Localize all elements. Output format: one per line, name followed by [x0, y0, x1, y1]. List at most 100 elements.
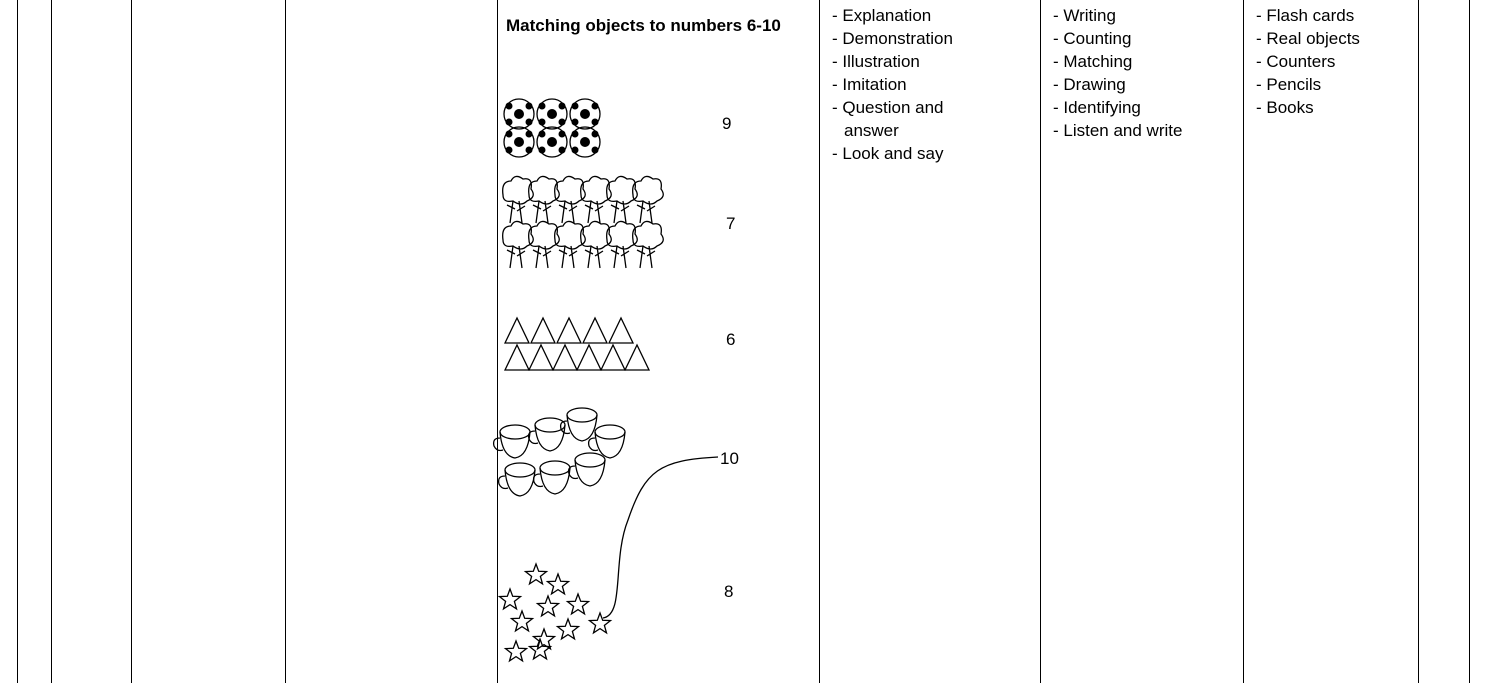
list-item: - Illustration	[832, 52, 920, 71]
football-patch	[591, 102, 599, 110]
football-patch	[580, 109, 590, 119]
star	[509, 609, 535, 633]
tree	[502, 220, 534, 269]
list-item: - Counters	[1256, 52, 1336, 71]
column-border	[285, 0, 286, 683]
football-patch	[571, 118, 579, 126]
list-item: - Look and say	[832, 144, 944, 163]
football-patch	[505, 102, 513, 110]
cup-body	[587, 431, 626, 459]
triangle	[599, 343, 627, 371]
list-item: - Writing	[1053, 6, 1116, 25]
football-patch	[558, 118, 566, 126]
football	[569, 126, 601, 158]
column-border	[131, 0, 132, 683]
triangle	[551, 343, 579, 371]
tree	[528, 220, 560, 269]
triangle	[555, 316, 583, 344]
list-item: - Flash cards	[1256, 6, 1355, 25]
star	[497, 587, 523, 611]
football	[536, 98, 568, 130]
football-patch	[525, 102, 533, 110]
football-patch	[538, 130, 546, 138]
football	[503, 126, 535, 158]
column-border	[1040, 0, 1041, 683]
tree	[632, 175, 664, 224]
column-border	[819, 0, 820, 683]
star	[545, 572, 571, 596]
football-patch	[571, 130, 579, 138]
list-item: - Matching	[1053, 52, 1133, 71]
cup-rim	[504, 462, 536, 478]
column-border	[17, 0, 18, 683]
list-item: - Pencils	[1256, 75, 1322, 94]
football	[569, 98, 601, 130]
cup-rim	[539, 460, 571, 476]
tree	[606, 220, 638, 269]
list-item: - Explanation	[832, 6, 932, 25]
cup-body	[527, 424, 566, 452]
triangle	[581, 316, 609, 344]
number-label: 6	[726, 330, 736, 349]
tree	[632, 220, 664, 269]
cup-body	[559, 414, 598, 442]
football-patch	[591, 146, 599, 154]
football-patch	[571, 146, 579, 154]
cup-rim	[566, 407, 598, 423]
football-patch	[558, 130, 566, 138]
cup-rim	[499, 424, 531, 440]
football-patch	[525, 118, 533, 126]
star	[531, 627, 557, 651]
list-item: - Listen and write	[1053, 121, 1183, 140]
tree	[606, 175, 638, 224]
football-patch	[591, 118, 599, 126]
football-patch	[571, 102, 579, 110]
triangle	[575, 343, 603, 371]
triangle	[503, 316, 531, 344]
football	[536, 126, 568, 158]
list-item: - Demonstration	[832, 29, 953, 48]
cup-body	[567, 459, 606, 487]
cup-body	[532, 467, 571, 495]
football-patch	[505, 130, 513, 138]
triangle	[607, 316, 635, 344]
triangle	[527, 343, 555, 371]
list-item: - Imitation	[832, 75, 907, 94]
cup-body	[492, 431, 531, 459]
list-item: - Question and answer	[832, 98, 944, 140]
star	[523, 562, 549, 586]
star	[587, 611, 613, 635]
football-patch	[538, 102, 546, 110]
football-patch	[591, 130, 599, 138]
football-patch	[580, 137, 590, 147]
football-patch	[558, 102, 566, 110]
football-patch	[514, 137, 524, 147]
triangle	[503, 343, 531, 371]
cup-rim	[574, 452, 606, 468]
number-label: 8	[724, 582, 734, 601]
cup-rim	[594, 424, 626, 440]
football-patch	[505, 146, 513, 154]
column-border	[51, 0, 52, 683]
number-label: 9	[722, 114, 732, 133]
resources-list: - Flash cards - Real objects - Counters - P…	[1256, 4, 1416, 119]
star	[555, 617, 581, 641]
list-item: - Books	[1256, 98, 1314, 117]
football-patch	[505, 118, 513, 126]
football	[503, 98, 535, 130]
football-patch	[525, 130, 533, 138]
star	[527, 637, 553, 661]
column-border	[497, 0, 498, 683]
football-patch	[547, 109, 557, 119]
tree	[502, 175, 534, 224]
tree	[528, 175, 560, 224]
match-line	[602, 456, 719, 619]
column-border	[1243, 0, 1244, 683]
list-item: - Identifying	[1053, 98, 1141, 117]
football-patch	[514, 109, 524, 119]
triangle	[623, 343, 651, 371]
star	[503, 639, 529, 663]
tree	[554, 220, 586, 269]
